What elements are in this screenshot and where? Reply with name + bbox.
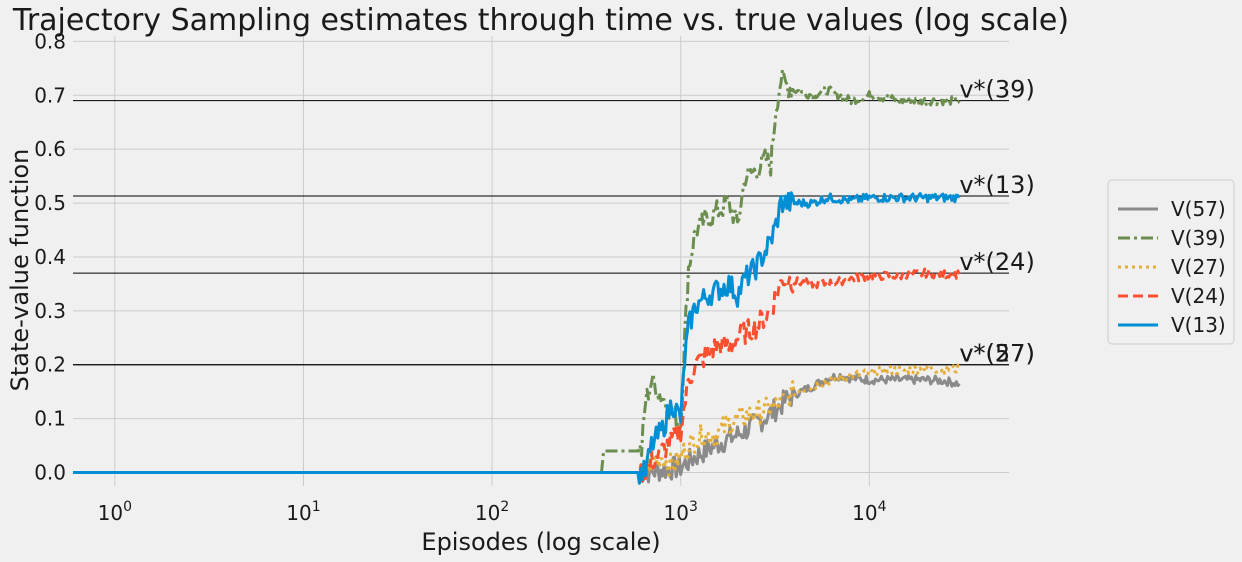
legend-label-v-39: V(39) — [1171, 226, 1226, 250]
legend: V(57) V(39) V(27) V(24) V(13) — [1107, 179, 1235, 345]
legend-box — [1107, 179, 1235, 345]
true-value-label-v-57: v*(57) — [959, 340, 1034, 368]
y-axis-label: State-value function — [6, 149, 34, 392]
y-tick-label: 0.6 — [34, 137, 66, 161]
true-value-labels: v*(39) v*(13) v*(24) v*(27)v*(57) — [959, 76, 1034, 368]
x-tick-label: 101 — [286, 499, 320, 525]
y-tick-label: 0.1 — [34, 407, 66, 431]
y-tick-label: 0.8 — [34, 29, 66, 53]
true-value-label-v-24: v*(24) — [959, 248, 1034, 276]
y-tick-labels: 0.0 0.1 0.2 0.3 0.4 0.5 0.6 0.7 0.8 — [34, 29, 66, 484]
legend-label-v-27: V(27) — [1171, 255, 1226, 279]
y-tick-label: 0.2 — [34, 353, 66, 377]
series-line-v-39 — [73, 68, 961, 474]
true-value-label-v-27: v*(27) — [959, 340, 1034, 368]
x-tick-labels: 100 101 102 103 104 — [98, 499, 887, 525]
y-tick-label: 0.4 — [34, 245, 66, 269]
legend-label-v-24: V(24) — [1171, 284, 1226, 308]
y-tick-label: 0.7 — [34, 83, 66, 107]
true-value-label-v-39: v*(39) — [959, 76, 1034, 104]
x-axis-label: Episodes (log scale) — [421, 528, 660, 556]
x-tick-label: 102 — [475, 499, 509, 525]
y-tick-label: 0.0 — [34, 461, 66, 485]
series-line-v-24 — [73, 267, 961, 485]
true-value-lines — [73, 100, 1009, 366]
chart-title: Trajectory Sampling estimates through ti… — [12, 3, 1069, 38]
legend-label-v-57: V(57) — [1171, 197, 1226, 221]
series-line-v-27 — [73, 363, 961, 477]
x-tick-label: 100 — [98, 499, 132, 525]
y-tick-label: 0.3 — [34, 299, 66, 323]
x-tick-label: 104 — [852, 499, 886, 525]
grid — [73, 36, 1009, 486]
y-tick-label: 0.5 — [34, 191, 66, 215]
series-lines — [73, 68, 961, 485]
legend-label-v-13: V(13) — [1171, 313, 1226, 337]
series-line-v-57 — [73, 372, 961, 484]
true-value-label-v-13: v*(13) — [959, 171, 1034, 199]
x-tick-label: 103 — [664, 499, 698, 525]
series-line-v-13 — [73, 191, 961, 485]
